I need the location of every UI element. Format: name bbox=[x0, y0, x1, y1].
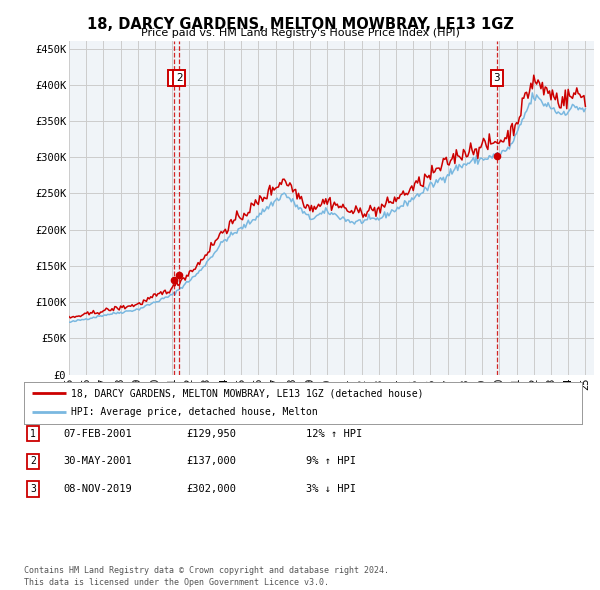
Text: £129,950: £129,950 bbox=[186, 429, 236, 438]
Text: 08-NOV-2019: 08-NOV-2019 bbox=[63, 484, 132, 494]
Text: 3: 3 bbox=[30, 484, 36, 494]
Text: 9% ↑ HPI: 9% ↑ HPI bbox=[306, 457, 356, 466]
Text: 1: 1 bbox=[30, 429, 36, 438]
Text: 18, DARCY GARDENS, MELTON MOWBRAY, LE13 1GZ (detached house): 18, DARCY GARDENS, MELTON MOWBRAY, LE13 … bbox=[71, 388, 424, 398]
Text: 3% ↓ HPI: 3% ↓ HPI bbox=[306, 484, 356, 494]
Text: £302,000: £302,000 bbox=[186, 484, 236, 494]
Text: 3: 3 bbox=[493, 73, 500, 83]
Text: £137,000: £137,000 bbox=[186, 457, 236, 466]
Text: 12% ↑ HPI: 12% ↑ HPI bbox=[306, 429, 362, 438]
Text: 30-MAY-2001: 30-MAY-2001 bbox=[63, 457, 132, 466]
Text: HPI: Average price, detached house, Melton: HPI: Average price, detached house, Melt… bbox=[71, 408, 318, 418]
Text: Contains HM Land Registry data © Crown copyright and database right 2024.
This d: Contains HM Land Registry data © Crown c… bbox=[24, 566, 389, 587]
Text: 18, DARCY GARDENS, MELTON MOWBRAY, LE13 1GZ: 18, DARCY GARDENS, MELTON MOWBRAY, LE13 … bbox=[86, 17, 514, 31]
Text: 1: 1 bbox=[170, 73, 177, 83]
Text: Price paid vs. HM Land Registry's House Price Index (HPI): Price paid vs. HM Land Registry's House … bbox=[140, 28, 460, 38]
Text: 07-FEB-2001: 07-FEB-2001 bbox=[63, 429, 132, 438]
Text: 2: 2 bbox=[30, 457, 36, 466]
Text: 2: 2 bbox=[176, 73, 182, 83]
